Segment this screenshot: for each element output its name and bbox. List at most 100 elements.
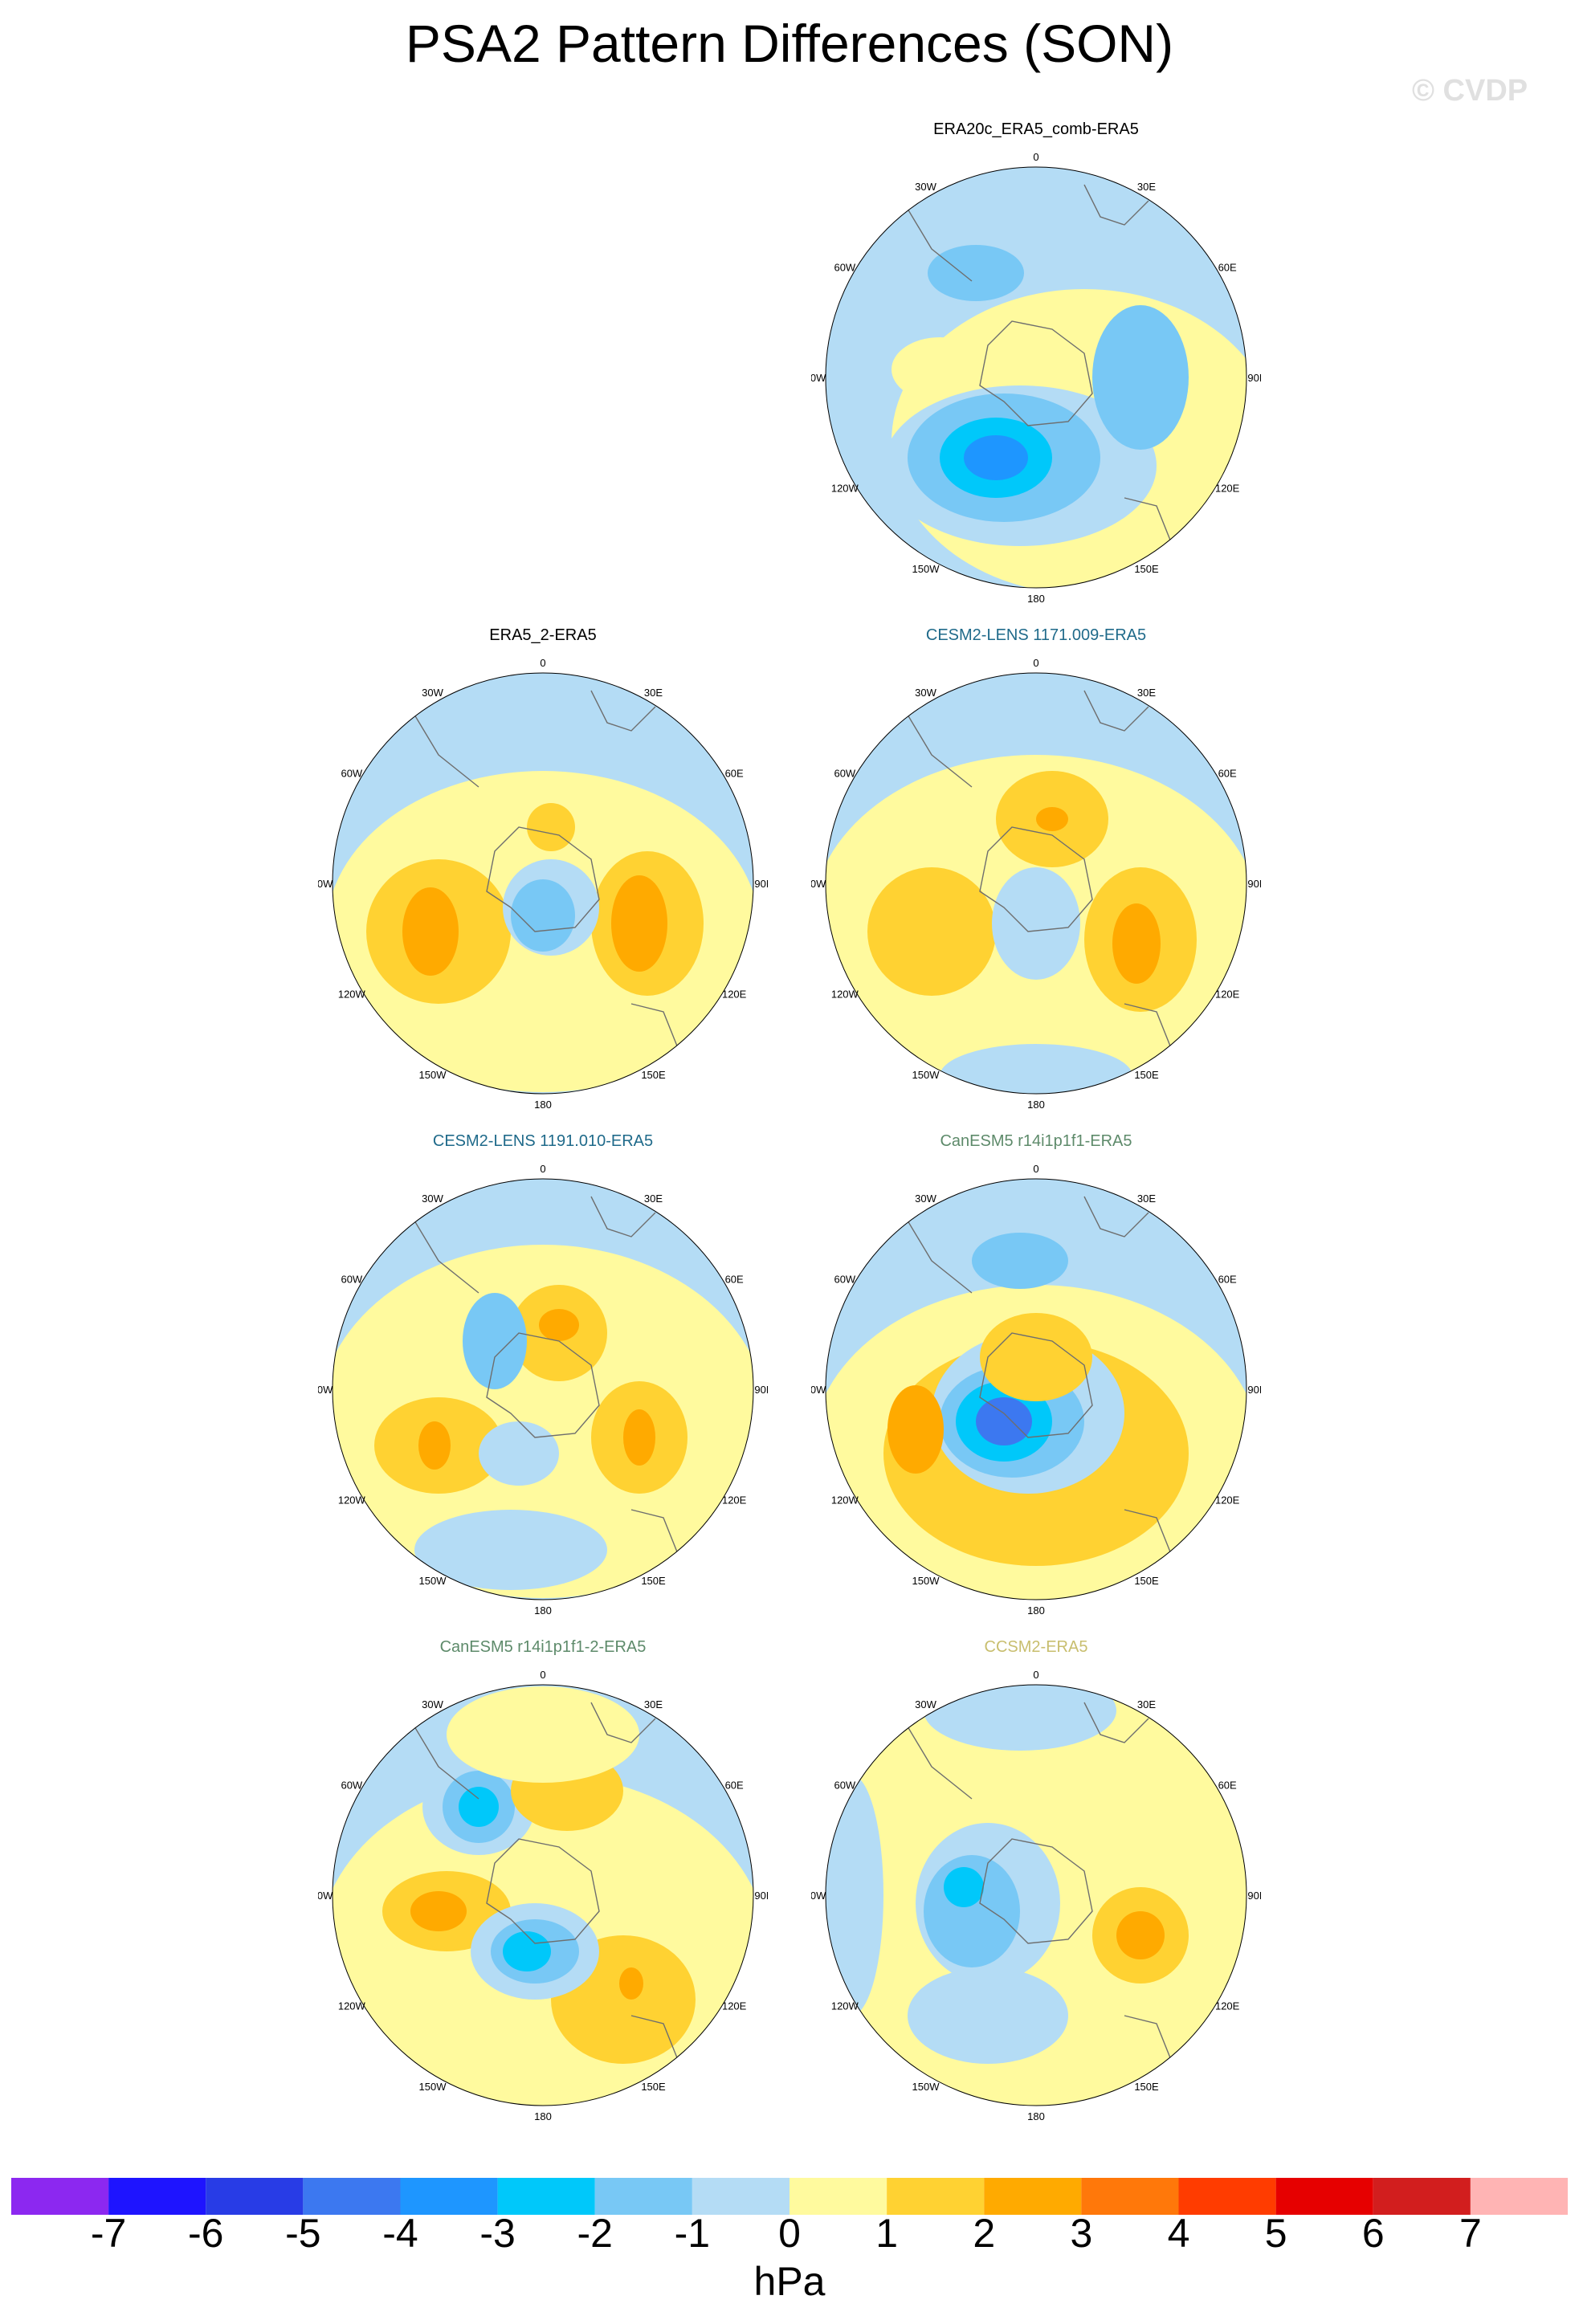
longitude-label: 150W — [912, 563, 940, 575]
anomaly-contour — [463, 1293, 527, 1389]
longitude-label: 150W — [419, 1575, 447, 1587]
longitude-label: 150E — [1134, 1575, 1159, 1587]
longitude-label: 180 — [1027, 1604, 1045, 1617]
colorbar-tick-label: 7 — [1459, 2211, 1482, 2256]
longitude-label: 30W — [915, 1698, 936, 1710]
longitude-label: 120E — [1215, 483, 1240, 495]
anomaly-contour — [964, 435, 1028, 480]
longitude-label: 150E — [1134, 563, 1159, 575]
longitude-label: 180 — [1027, 2110, 1045, 2122]
colorbar-tick-label: 0 — [778, 2211, 801, 2256]
longitude-label: 30W — [422, 687, 443, 699]
anomaly-contour — [924, 1685, 1116, 1751]
longitude-label: 180 — [534, 1099, 552, 1111]
longitude-label: 150E — [641, 2081, 666, 2093]
coastline — [875, 1196, 1173, 1583]
colorbar-swatch — [1275, 2178, 1373, 2215]
anomaly-contour — [928, 245, 1024, 301]
anomaly-contour — [623, 1409, 655, 1466]
longitude-label: 90E — [754, 1890, 768, 1902]
longitude-label: 150E — [1134, 1069, 1159, 1081]
map-border — [825, 1684, 1247, 2106]
longitude-label: 30E — [1137, 1698, 1156, 1710]
anomaly-contour — [944, 1867, 984, 1907]
anomaly-contour — [414, 1510, 607, 1590]
anomaly-contour — [980, 1313, 1092, 1401]
colorbar-tick-label: -6 — [188, 2211, 224, 2256]
map-border — [332, 1178, 754, 1600]
anomaly-contour — [867, 867, 996, 996]
polar-map: 0 30E 60E 90E 120E 150E 180 150W 120W 90W 60W 30W — [811, 1163, 1261, 1617]
colorbar-swatch — [1081, 2178, 1179, 2215]
colorbar-swatch — [887, 2178, 985, 2215]
longitude-label: 90W — [811, 1384, 826, 1396]
longitude-label: 60E — [725, 1780, 744, 1792]
longitude-label: 120E — [722, 1494, 747, 1507]
longitude-label: 30W — [915, 181, 936, 193]
longitude-label: 120W — [338, 2000, 366, 2012]
longitude-label: 0 — [540, 657, 545, 669]
longitude-label: 0 — [540, 1163, 545, 1175]
anomaly-contour — [333, 1245, 753, 1598]
anomaly-contour — [992, 867, 1080, 980]
longitude-label: 30E — [1137, 1193, 1156, 1205]
longitude-label: 90W — [811, 372, 826, 384]
longitude-label: 120W — [831, 2000, 859, 2012]
longitude-label: 60W — [834, 1780, 855, 1792]
longitude-label: 60E — [725, 768, 744, 780]
anomaly-contour — [459, 1787, 499, 1827]
longitude-label: 30W — [422, 1193, 443, 1205]
longitude-label: 0 — [540, 1669, 545, 1681]
anomaly-contour — [479, 1421, 559, 1486]
longitude-label: 30W — [915, 1193, 936, 1205]
longitude-label: 60E — [1218, 1274, 1237, 1286]
panel-title: CESM2-LENS 1191.010-ERA5 — [432, 1132, 654, 1150]
colorbar-swatch — [108, 2178, 206, 2215]
longitude-label: 150E — [1134, 2081, 1159, 2093]
longitude-label: 30E — [1137, 181, 1156, 193]
polar-map: 0 30E 60E 90E 120E 150E 180 150W 120W 90W 60W 30W — [811, 1669, 1261, 2122]
colorbar-swatch — [303, 2178, 401, 2215]
longitude-label: 180 — [1027, 593, 1045, 605]
anomaly-contour — [402, 887, 459, 976]
colorbar-swatch — [984, 2178, 1082, 2215]
colorbar-swatch — [1470, 2178, 1568, 2215]
longitude-label: 0 — [1033, 151, 1038, 163]
panel-title: CESM2-LENS 1171.009-ERA5 — [925, 626, 1147, 644]
anomaly-contour — [1036, 807, 1068, 831]
colorbar-tick-label: 5 — [1264, 2211, 1287, 2256]
longitude-label: 30E — [644, 687, 663, 699]
anomaly-contour — [511, 879, 575, 952]
longitude-label: 60E — [725, 1274, 744, 1286]
longitude-label: 90E — [1247, 1384, 1261, 1396]
anomaly-contour — [1112, 903, 1161, 984]
longitude-label: 120E — [1215, 2000, 1240, 2012]
anomaly-contour — [892, 337, 988, 402]
panel-title: CCSM2-ERA5 — [984, 1638, 1088, 1656]
longitude-label: 120E — [1215, 1494, 1240, 1507]
colorbar-tick-label: 4 — [1167, 2211, 1190, 2256]
polar-map: 0 30E 60E 90E 120E 150E 180 150W 120W 90W 60W 30W — [318, 1163, 768, 1617]
longitude-label: 120W — [831, 483, 859, 495]
anomaly-contour — [539, 1309, 579, 1341]
longitude-label: 120E — [722, 2000, 747, 2012]
longitude-label: 150W — [419, 1069, 447, 1081]
anomaly-contour — [611, 875, 667, 972]
colorbar-swatch — [206, 2178, 304, 2215]
longitude-label: 120E — [1215, 989, 1240, 1001]
colorbar-tick-label: 3 — [1070, 2211, 1093, 2256]
longitude-label: 60E — [1218, 262, 1237, 274]
colorbar-tick-label: -3 — [479, 2211, 516, 2256]
longitude-label: 120W — [831, 989, 859, 1001]
colorbar-swatch — [692, 2178, 790, 2215]
longitude-label: 60W — [834, 262, 855, 274]
page-title: PSA2 Pattern Differences (SON) — [405, 14, 1174, 73]
longitude-label: 90E — [754, 878, 768, 890]
longitude-label: 0 — [1033, 1669, 1038, 1681]
anomaly-contour — [826, 1775, 883, 2016]
longitude-label: 180 — [1027, 1099, 1045, 1111]
colorbar-units: hPa — [753, 2259, 826, 2304]
copyright-label: © CVDP — [1412, 74, 1528, 108]
anomaly-contour — [1116, 1911, 1165, 1959]
colorbar-tick-label: -5 — [285, 2211, 321, 2256]
